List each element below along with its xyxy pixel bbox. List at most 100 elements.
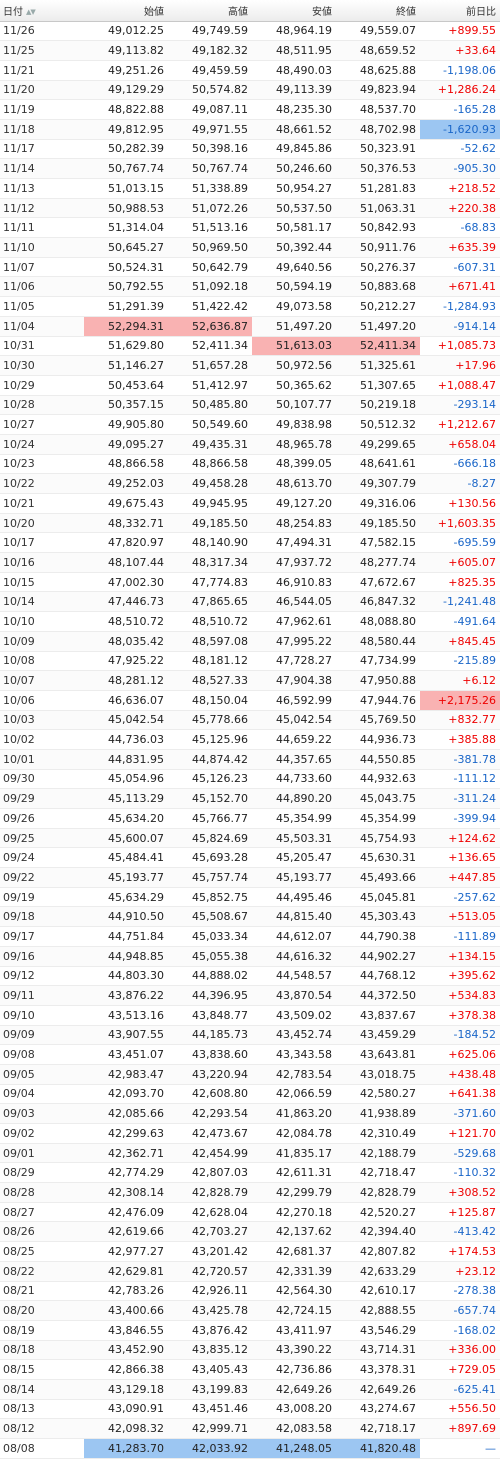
table-row: 11/07 50,524.31 50,642.79 49,640.56 50,276.3… <box>0 257 500 278</box>
low-cell: 50,594.19 <box>252 276 336 298</box>
high-cell: 49,459.59 <box>168 60 252 81</box>
open-cell: 49,252.03 <box>84 473 168 494</box>
change-cell: +641.38 <box>420 1084 500 1105</box>
column-header-open[interactable]: 始値 <box>84 0 168 22</box>
high-cell: 42,454.99 <box>168 1143 252 1164</box>
column-header-high[interactable]: 高値 <box>168 0 252 22</box>
date-cell: 10/08 <box>0 651 84 672</box>
date-cell: 08/28 <box>0 1182 84 1203</box>
close-cell: 45,769.50 <box>336 710 420 731</box>
open-cell: 44,910.50 <box>84 906 168 928</box>
high-cell: 51,412.97 <box>168 375 252 396</box>
table-row: 08/15 42,866.38 43,405.43 42,736.86 43,378.3… <box>0 1359 500 1380</box>
table-row: 08/22 42,629.81 42,720.57 42,331.39 42,633.2… <box>0 1261 500 1282</box>
open-cell: 45,484.41 <box>84 847 168 869</box>
table-row: 11/12 50,988.53 51,072.26 50,537.50 51,063.3… <box>0 198 500 219</box>
table-row: 09/11 43,876.22 44,396.95 43,870.54 44,372.5… <box>0 985 500 1006</box>
close-cell: 45,754.93 <box>336 828 420 849</box>
high-cell: 50,642.79 <box>168 257 252 278</box>
date-cell: 08/08 <box>0 1438 84 1459</box>
table-row: 08/19 43,846.55 43,876.42 43,411.97 43,546.2… <box>0 1320 500 1341</box>
change-cell: +121.70 <box>420 1123 500 1144</box>
close-cell: 43,546.29 <box>336 1320 420 1341</box>
change-cell: -215.89 <box>420 651 500 672</box>
high-cell: 43,199.83 <box>168 1379 252 1400</box>
close-cell: 43,837.67 <box>336 1005 420 1026</box>
date-cell: 10/06 <box>0 690 84 711</box>
open-cell: 43,400.66 <box>84 1300 168 1321</box>
change-cell: +556.50 <box>420 1399 500 1420</box>
high-cell: 42,293.54 <box>168 1103 252 1124</box>
low-cell: 41,248.05 <box>252 1438 336 1459</box>
date-cell: 09/01 <box>0 1143 84 1164</box>
date-cell: 08/15 <box>0 1359 84 1380</box>
high-cell: 48,181.12 <box>168 651 252 672</box>
date-cell: 10/28 <box>0 395 84 416</box>
change-cell: -110.32 <box>420 1162 500 1184</box>
low-cell: 50,246.60 <box>252 158 336 179</box>
open-cell: 42,774.29 <box>84 1162 168 1184</box>
change-cell: -371.60 <box>420 1103 500 1124</box>
table-row: 10/23 48,866.58 48,866.58 48,399.05 48,641.6… <box>0 454 500 475</box>
close-cell: 42,828.79 <box>336 1182 420 1203</box>
close-cell: 48,641.61 <box>336 454 420 475</box>
column-header-label: 安値 <box>312 6 332 18</box>
low-cell: 41,863.20 <box>252 1103 336 1124</box>
high-cell: 45,126.23 <box>168 769 252 790</box>
column-header-low[interactable]: 安値 <box>252 0 336 22</box>
close-cell: 48,277.74 <box>336 552 420 573</box>
table-row: 09/19 45,634.29 45,852.75 44,495.46 45,045.8… <box>0 887 500 908</box>
table-row: 10/06 46,636.07 48,150.04 46,592.99 47,944.7… <box>0 690 500 711</box>
table-row: 08/28 42,308.14 42,828.79 42,299.79 42,828.7… <box>0 1182 500 1203</box>
low-cell: 43,509.02 <box>252 1005 336 1026</box>
change-cell: -111.12 <box>420 769 500 790</box>
table-row: 10/07 48,281.12 48,527.33 47,904.38 47,950.8… <box>0 670 500 691</box>
low-cell: 47,904.38 <box>252 670 336 691</box>
change-cell: +438.48 <box>420 1064 500 1085</box>
change-cell: -413.42 <box>420 1221 500 1243</box>
table-row: 08/27 42,476.09 42,628.04 42,270.18 42,520.2… <box>0 1202 500 1223</box>
high-cell: 48,527.33 <box>168 670 252 691</box>
high-cell: 43,451.46 <box>168 1399 252 1420</box>
column-header-change[interactable]: 前日比 <box>420 0 500 22</box>
open-cell: 45,042.54 <box>84 710 168 731</box>
change-cell: -399.94 <box>420 808 500 829</box>
date-cell: 10/23 <box>0 454 84 475</box>
low-cell: 50,365.62 <box>252 375 336 396</box>
high-cell: 49,087.11 <box>168 99 252 120</box>
table-row: 09/26 45,634.20 45,766.77 45,354.99 45,354.9… <box>0 808 500 829</box>
close-cell: 44,932.63 <box>336 769 420 790</box>
date-cell: 09/26 <box>0 808 84 829</box>
close-cell: 42,888.55 <box>336 1300 420 1321</box>
date-cell: 09/10 <box>0 1005 84 1026</box>
change-cell: +832.77 <box>420 710 500 731</box>
date-cell: 09/08 <box>0 1044 84 1065</box>
close-cell: 51,063.31 <box>336 198 420 219</box>
column-header-date[interactable]: 日付 ▲▼ <box>0 0 84 22</box>
open-cell: 50,357.15 <box>84 395 168 416</box>
date-cell: 08/27 <box>0 1202 84 1223</box>
low-cell: 44,733.60 <box>252 769 336 790</box>
open-cell: 44,751.84 <box>84 926 168 947</box>
high-cell: 42,720.57 <box>168 1261 252 1282</box>
date-cell: 11/12 <box>0 198 84 219</box>
open-cell: 49,905.80 <box>84 414 168 435</box>
low-cell: 46,592.99 <box>252 690 336 711</box>
column-header-close[interactable]: 終値 <box>336 0 420 22</box>
table-row: 10/08 47,925.22 48,181.12 47,728.27 47,734.9… <box>0 651 500 672</box>
open-cell: 48,332.71 <box>84 513 168 534</box>
open-cell: 48,866.58 <box>84 454 168 475</box>
low-cell: 42,270.18 <box>252 1202 336 1223</box>
open-cell: 45,634.29 <box>84 887 168 908</box>
close-cell: 46,847.32 <box>336 591 420 613</box>
open-cell: 50,645.27 <box>84 237 168 258</box>
change-cell: +33.64 <box>420 40 500 61</box>
table-row: 10/17 47,820.97 48,140.90 47,494.31 47,582.1… <box>0 532 500 554</box>
change-cell: +23.12 <box>420 1261 500 1282</box>
change-cell: +218.52 <box>420 178 500 199</box>
date-cell: 09/16 <box>0 946 84 967</box>
sort-arrows-icon[interactable]: ▲▼ <box>26 7 36 16</box>
low-cell: 47,728.27 <box>252 651 336 672</box>
table-row: 08/26 42,619.66 42,703.27 42,137.62 42,394.4… <box>0 1221 500 1243</box>
date-cell: 10/15 <box>0 572 84 593</box>
